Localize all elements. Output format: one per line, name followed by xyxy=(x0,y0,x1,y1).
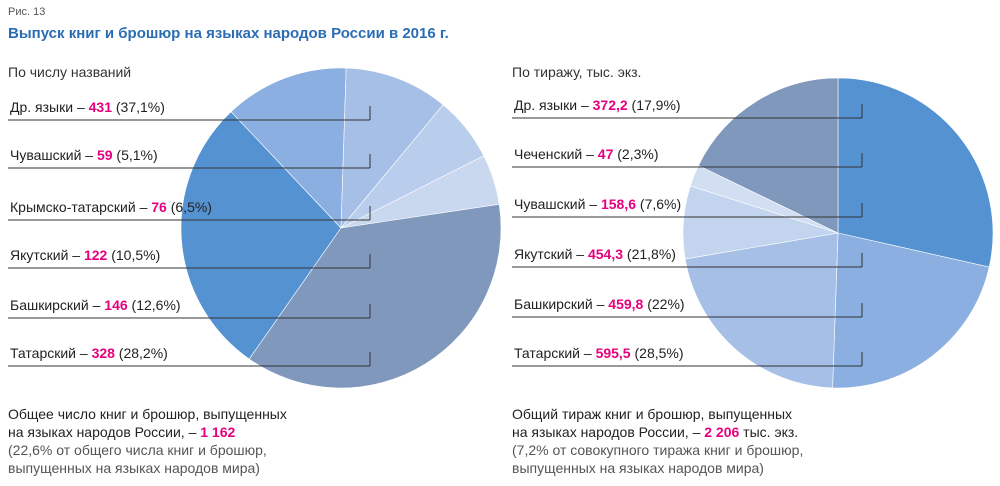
left-note-line4: выпущенных на языках народов мира) xyxy=(8,460,260,476)
slice-label-titles-2: Крымско-татарский – 76 (6,5%) xyxy=(10,199,212,215)
pie-slice-titles-3 xyxy=(340,67,444,229)
slice-label-titles-1: Чувашский – 59 (5,1%) xyxy=(10,147,158,163)
left-chart-subtitle: По числу названий xyxy=(8,64,132,80)
left-note-line3: (22,6% от общего числа книг и брошюр, xyxy=(8,442,267,458)
right-note-line4: выпущенных на языках народов мира) xyxy=(512,460,764,476)
left-note-line1: Общее число книг и брошюр, выпущенных xyxy=(8,406,287,422)
chart-title: Выпуск книг и брошюр на языках народов Р… xyxy=(8,25,449,42)
slice-label-circulation-5: Татарский – 595,5 (28,5%) xyxy=(514,345,684,361)
pie-slice-circulation-4 xyxy=(832,232,990,389)
pie-chart-titles xyxy=(180,67,502,389)
pie-slice-circulation-3 xyxy=(684,232,839,389)
right-note-line1: Общий тираж книг и брошюр, выпущенных xyxy=(512,406,793,422)
right-note-line2: на языках народов России, – 2 206 тыс. э… xyxy=(512,424,799,440)
right-summary-note: Общий тираж книг и брошюр, выпущенных на… xyxy=(512,405,803,477)
pie-chart-circulation xyxy=(682,77,994,389)
right-note-line3: (7,2% от совокупного тиража книг и брошю… xyxy=(512,442,804,458)
pie-slice-titles-4 xyxy=(230,67,347,229)
slice-label-circulation-2: Чувашский – 158,6 (7,6%) xyxy=(514,196,681,212)
slice-label-titles-5: Татарский – 328 (28,2%) xyxy=(10,345,168,361)
slice-label-circulation-1: Чеченский – 47 (2,3%) xyxy=(514,146,659,162)
slice-label-titles-0: Др. языки – 431 (37,1%) xyxy=(10,99,165,115)
left-summary-note: Общее число книг и брошюр, выпущенных на… xyxy=(8,405,287,477)
pie-slice-titles-5 xyxy=(180,111,342,360)
pie-slice-titles-0 xyxy=(248,203,502,389)
slice-label-titles-3: Якутский – 122 (10,5%) xyxy=(10,247,160,263)
slice-label-titles-4: Башкирский – 146 (12,6%) xyxy=(10,297,181,313)
slice-label-circulation-0: Др. языки – 372,2 (17,9%) xyxy=(514,97,681,113)
slice-label-circulation-4: Башкирский – 459,8 (22%) xyxy=(514,296,685,312)
figure-label: Рис. 13 xyxy=(8,6,46,18)
pie-slice-circulation-5 xyxy=(837,77,994,268)
right-chart-subtitle: По тиражу, тыс. экз. xyxy=(512,64,642,80)
pie-slice-circulation-0 xyxy=(698,77,839,234)
slice-label-circulation-3: Якутский – 454,3 (21,8%) xyxy=(514,246,676,262)
left-note-line2: на языках народов России, – 1 162 xyxy=(8,424,236,440)
